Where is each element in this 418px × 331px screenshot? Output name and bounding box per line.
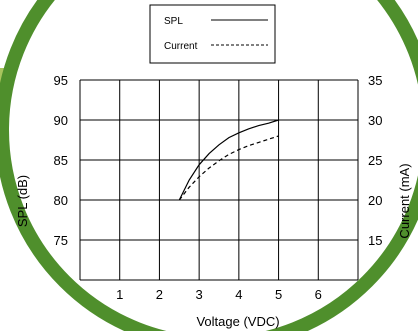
legend-label-spl: SPL (164, 16, 183, 27)
x-tick-label: 2 (156, 287, 163, 302)
grid-lines (79, 79, 359, 281)
y2-axis-label: Current (mA) (397, 163, 412, 238)
y2-tick-label: 20 (368, 193, 382, 208)
series-line-spl (178, 119, 279, 201)
y-tick-label: 90 (54, 113, 68, 128)
legend: SPL Current (149, 4, 276, 64)
y2-axis-ticks: 15 20 25 30 35 (368, 73, 382, 248)
x-axis-label: Voltage (VDC) (196, 314, 279, 329)
y-tick-label: 75 (54, 233, 68, 248)
x-tick-label: 4 (235, 287, 242, 302)
y2-tick-label: 35 (368, 73, 382, 88)
x-tick-label: 6 (315, 287, 322, 302)
legend-label-current: Current (164, 41, 198, 52)
y-tick-label: 80 (54, 193, 68, 208)
y2-tick-label: 30 (368, 113, 382, 128)
x-axis-ticks: 1 2 3 4 5 6 (116, 287, 322, 302)
y2-tick-label: 25 (368, 153, 382, 168)
x-tick-label: 3 (196, 287, 203, 302)
x-tick-label: 1 (116, 287, 123, 302)
y-tick-label: 85 (54, 153, 68, 168)
y-tick-label: 95 (54, 73, 68, 88)
legend-box (149, 4, 276, 64)
y2-tick-label: 15 (368, 233, 382, 248)
x-tick-label: 5 (275, 287, 282, 302)
y-axis-ticks: 75 80 85 90 95 (54, 73, 68, 248)
y-axis-label: SPL (dB) (15, 175, 30, 227)
